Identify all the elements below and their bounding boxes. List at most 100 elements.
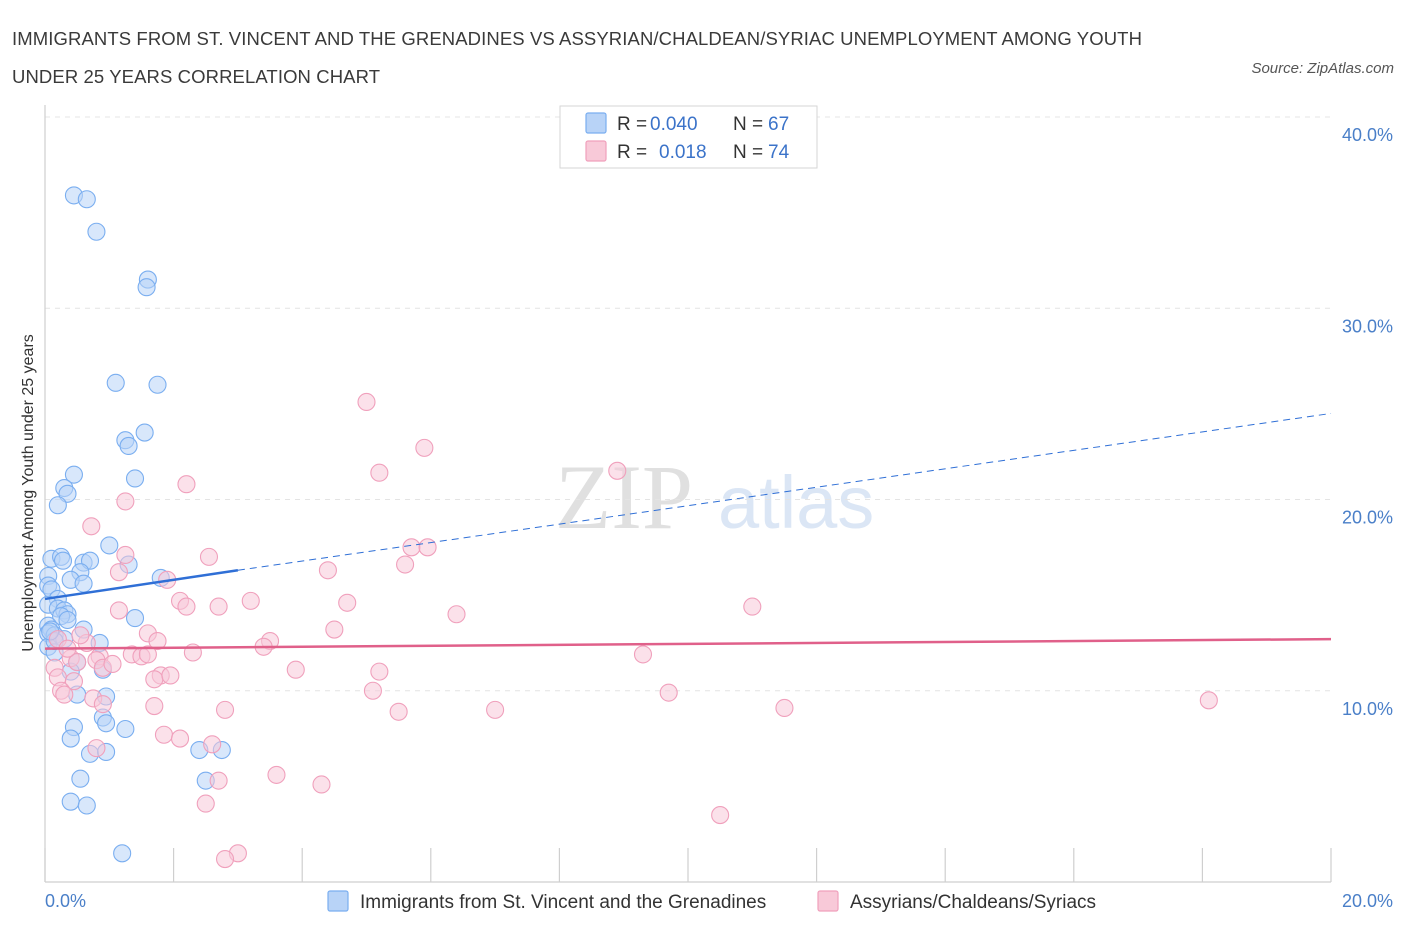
bottom-legend-swatch-blue xyxy=(327,890,349,912)
watermark-zip: ZIP xyxy=(555,446,693,548)
point-pink-19 xyxy=(338,593,357,612)
point-pink-49 xyxy=(659,683,678,702)
legend-r-value-blue: 0.040 xyxy=(650,114,698,135)
point-pink-67 xyxy=(215,849,235,869)
trend-line-pink xyxy=(44,637,1332,650)
point-pink-53 xyxy=(389,702,408,721)
x-tick-label-min: 0.0% xyxy=(45,891,86,911)
point-blue-1 xyxy=(77,190,96,209)
point-pink-6 xyxy=(82,517,101,536)
point-blue-35 xyxy=(58,610,77,630)
point-blue-53 xyxy=(116,719,135,739)
point-pink-1 xyxy=(415,438,434,457)
point-pink-73 xyxy=(71,626,90,645)
point-pink-38 xyxy=(370,662,389,681)
point-pink-55 xyxy=(775,698,794,718)
bottom-legend-label-pink: Assyrians/Chaldeans/Syriacs xyxy=(850,892,1096,913)
point-pink-52 xyxy=(215,700,235,719)
point-pink-51 xyxy=(145,696,164,716)
point-pink-63 xyxy=(312,775,331,794)
point-pink-36 xyxy=(633,645,653,664)
bottom-legend-label-blue: Immigrants from St. Vincent and the Gren… xyxy=(360,892,766,913)
point-pink-57 xyxy=(154,725,174,744)
point-pink-10 xyxy=(116,545,135,565)
trend-line-blue-extension xyxy=(237,412,1332,571)
point-blue-20 xyxy=(100,536,119,555)
point-pink-11 xyxy=(109,563,128,582)
point-pink-12 xyxy=(318,561,337,580)
y-tick-label-30: 30.0% xyxy=(1342,316,1393,336)
point-pink-24 xyxy=(148,631,167,651)
bottom-legend-swatch-pink xyxy=(817,890,839,912)
x-axis-ticks xyxy=(44,848,1332,882)
point-pink-17 xyxy=(209,597,228,616)
point-blue-52 xyxy=(97,714,116,733)
point-pink-48 xyxy=(363,681,382,700)
point-blue-17 xyxy=(53,551,73,570)
legend-n-value-blue: 67 xyxy=(768,114,789,135)
point-blue-11 xyxy=(125,469,145,488)
point-pink-72 xyxy=(103,654,122,674)
point-pink-62 xyxy=(209,771,228,790)
point-pink-25 xyxy=(325,620,344,639)
point-pink-60 xyxy=(87,739,106,758)
chart-title: IMMIGRANTS FROM ST. VINCENT AND THE GREN… xyxy=(12,28,1143,87)
point-blue-62 xyxy=(61,792,80,811)
point-blue-55 xyxy=(61,729,80,748)
legend-r-label-pink: R = xyxy=(617,142,647,163)
point-pink-56 xyxy=(1199,691,1218,710)
point-pink-41 xyxy=(161,666,180,685)
point-pink-13 xyxy=(396,555,415,574)
y-tick-label-10: 10.0% xyxy=(1342,699,1393,719)
watermark-atlas: atlas xyxy=(718,461,874,544)
point-pink-44 xyxy=(64,672,83,691)
point-pink-3 xyxy=(608,461,627,480)
point-blue-63 xyxy=(77,796,96,815)
point-pink-9 xyxy=(199,547,219,566)
point-blue-10 xyxy=(64,465,83,484)
point-pink-7 xyxy=(402,538,421,557)
legend-n-value-pink: 74 xyxy=(768,142,790,163)
point-pink-21 xyxy=(447,605,466,624)
point-pink-8 xyxy=(418,538,437,557)
point-pink-64 xyxy=(196,794,215,813)
gridlines xyxy=(45,116,1331,692)
point-blue-2 xyxy=(87,222,106,241)
legend-r-value-pink: 0.018 xyxy=(659,142,707,163)
point-pink-58 xyxy=(170,729,190,748)
point-pink-40 xyxy=(145,670,164,689)
point-blue-60 xyxy=(71,769,90,788)
legend-swatch-pink xyxy=(585,140,607,162)
point-blue-8 xyxy=(135,423,154,442)
point-pink-4 xyxy=(177,475,196,494)
point-blue-14 xyxy=(48,496,67,515)
point-pink-61 xyxy=(267,765,286,784)
legend-r-label-blue: R = xyxy=(617,114,647,135)
point-pink-0 xyxy=(357,392,376,412)
point-pink-18 xyxy=(241,591,260,610)
point-pink-32 xyxy=(68,653,87,672)
legend-swatch-blue xyxy=(585,112,607,134)
data-points xyxy=(39,186,1218,869)
point-blue-4 xyxy=(137,278,156,297)
point-pink-22 xyxy=(743,597,762,616)
point-blue-45 xyxy=(125,609,145,628)
trend-lines xyxy=(44,412,1332,650)
point-pink-50 xyxy=(93,695,112,714)
point-blue-9 xyxy=(119,436,138,456)
point-blue-25 xyxy=(74,574,93,593)
point-pink-2 xyxy=(370,463,389,482)
watermark: ZIP atlas xyxy=(555,446,874,548)
trend-line-blue xyxy=(44,569,239,601)
x-tick-label-max: 20.0% xyxy=(1342,891,1393,911)
point-pink-16 xyxy=(177,597,196,616)
point-blue-64 xyxy=(113,844,132,863)
y-axis-label: Unemployment Among Youth under 25 years xyxy=(20,334,37,652)
top-legend: R = 0.040 N = 67 R = 0.018 N = 74 xyxy=(559,105,818,169)
point-pink-37 xyxy=(286,660,305,679)
bottom-legend: Immigrants from St. Vincent and the Gren… xyxy=(327,890,1096,913)
y-tick-label-40: 40.0% xyxy=(1342,125,1393,145)
point-pink-35 xyxy=(138,645,157,664)
point-blue-5 xyxy=(106,373,125,392)
